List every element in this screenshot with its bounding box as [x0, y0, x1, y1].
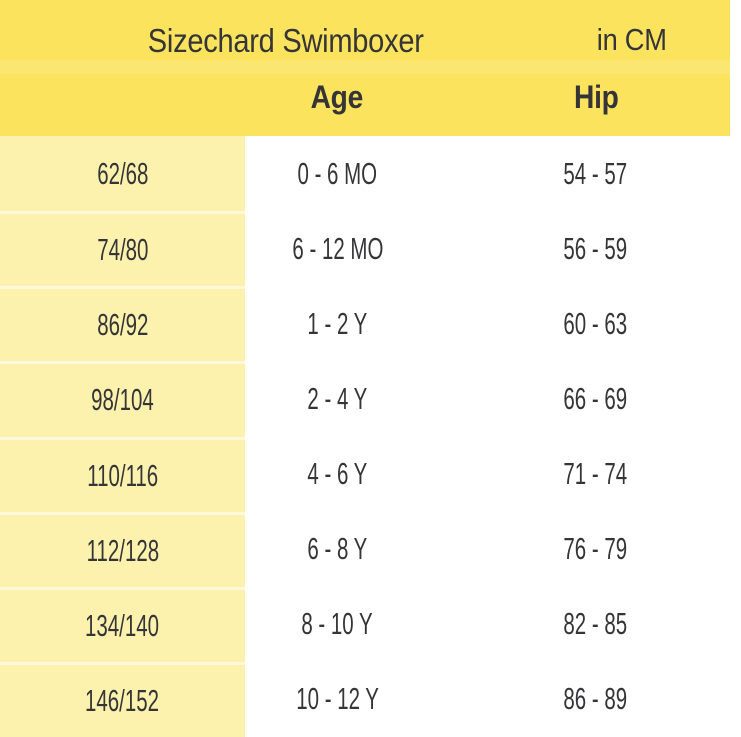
size-cell: 98/104 — [0, 361, 245, 437]
hip-cell: 86 - 89 — [430, 662, 741, 737]
age-cell: 4 - 6 Y — [245, 437, 430, 512]
size-value: 86/92 — [96, 307, 149, 343]
hip-cell: 66 - 69 — [430, 361, 741, 436]
size-value: 74/80 — [96, 232, 149, 268]
size-value: 112/128 — [86, 532, 159, 568]
age-value: 4 - 6 Y — [307, 456, 368, 492]
hip-cell: 82 - 85 — [430, 587, 741, 662]
size-cell: 112/128 — [0, 511, 245, 587]
hip-cell: 54 - 57 — [430, 136, 741, 211]
hip-value: 86 - 89 — [563, 681, 628, 717]
age-cell: 6 - 12 MO — [245, 211, 430, 286]
age-cell: 1 - 2 Y — [245, 286, 430, 361]
hip-value: 60 - 63 — [563, 305, 628, 341]
header-title-row: Sizechard Swimboxer in CM — [0, 22, 730, 62]
table-row: 110/116 4 - 6 Y 71 - 74 — [0, 436, 741, 512]
hip-cell: 76 - 79 — [430, 512, 741, 587]
chart-header: Sizechard Swimboxer in CM Age Hip — [0, 0, 730, 136]
table-row: 86/92 1 - 2 Y 60 - 63 — [0, 286, 741, 362]
title-cell: Sizechard Swimboxer — [0, 22, 572, 60]
hip-column-header: Hip — [573, 79, 619, 115]
header-columns-row: Age Hip — [0, 79, 730, 119]
table-row: 74/80 6 - 12 MO 56 - 59 — [0, 211, 741, 287]
table-row: 98/104 2 - 4 Y 66 - 69 — [0, 361, 741, 437]
unit-cell: in CM — [532, 22, 732, 58]
hip-value: 71 - 74 — [563, 456, 628, 492]
age-cell: 0 - 6 MO — [245, 136, 430, 211]
hip-cell: 60 - 63 — [430, 286, 741, 361]
age-cell: 10 - 12 Y — [245, 662, 430, 737]
size-value: 62/68 — [96, 155, 149, 191]
hip-value: 76 - 79 — [563, 531, 628, 567]
hip-value: 54 - 57 — [563, 155, 628, 191]
hip-header-cell: Hip — [496, 79, 696, 116]
size-value: 110/116 — [87, 457, 158, 493]
age-value: 10 - 12 Y — [296, 681, 379, 717]
size-cell: 86/92 — [0, 286, 245, 362]
age-value: 2 - 4 Y — [307, 380, 368, 416]
hip-cell: 71 - 74 — [430, 437, 741, 512]
table-row: 146/152 10 - 12 Y 86 - 89 — [0, 661, 741, 737]
age-value: 8 - 10 Y — [301, 606, 374, 642]
size-value: 146/152 — [85, 682, 160, 718]
age-value: 1 - 2 Y — [307, 305, 368, 341]
size-cell: 146/152 — [0, 661, 245, 737]
hip-value: 56 - 59 — [563, 230, 628, 266]
size-value: 98/104 — [91, 382, 154, 418]
age-cell: 8 - 10 Y — [245, 587, 430, 662]
age-cell: 6 - 8 Y — [245, 512, 430, 587]
size-value: 134/140 — [85, 607, 160, 643]
chart-title: Sizechard Swimboxer — [148, 22, 424, 59]
table-row: 112/128 6 - 8 Y 76 - 79 — [0, 511, 741, 587]
size-table-body: 62/68 0 - 6 MO 54 - 57 74/80 6 - 12 MO 5… — [0, 136, 741, 737]
hip-value: 82 - 85 — [563, 606, 628, 642]
age-cell: 2 - 4 Y — [245, 361, 430, 436]
table-row: 134/140 8 - 10 Y 82 - 85 — [0, 586, 741, 662]
unit-label: in CM — [597, 22, 667, 57]
size-cell: 62/68 — [0, 136, 245, 212]
hip-cell: 56 - 59 — [430, 211, 741, 286]
table-row: 62/68 0 - 6 MO 54 - 57 — [0, 136, 741, 212]
size-cell: 134/140 — [0, 586, 245, 662]
age-value: 0 - 6 MO — [297, 155, 378, 191]
header-highlight-band — [0, 60, 730, 74]
age-value: 6 - 12 MO — [292, 230, 383, 266]
hip-value: 66 - 69 — [563, 380, 628, 416]
age-header-cell: Age — [237, 79, 437, 116]
age-column-header: Age — [310, 79, 364, 115]
size-cell: 74/80 — [0, 211, 245, 287]
age-value: 6 - 8 Y — [307, 531, 368, 567]
size-cell: 110/116 — [0, 436, 245, 512]
